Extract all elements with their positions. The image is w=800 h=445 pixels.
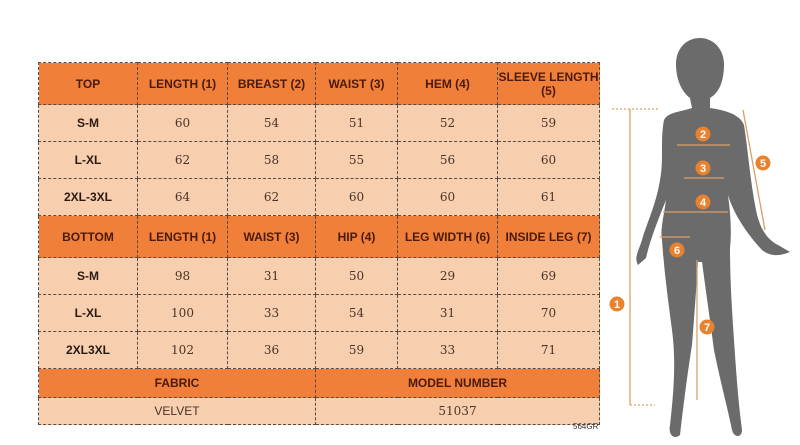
measurement-cell: 58: [227, 141, 316, 179]
bottom-column-header: LENGTH (1): [137, 215, 228, 258]
table-row: 2XL3XL 102 36 59 33 71: [38, 331, 600, 369]
table-row: L-XL 100 33 54 31 70: [38, 294, 600, 332]
measurement-cell: 29: [397, 257, 498, 295]
measurement-cell: 54: [315, 294, 398, 332]
measurement-cell: 71: [497, 331, 600, 369]
bottom-column-header: BOTTOM: [38, 215, 138, 258]
measurement-marker-7: 7: [699, 319, 715, 335]
measurement-cell: 33: [397, 331, 498, 369]
measurement-cell: 59: [315, 331, 398, 369]
svg-text:2: 2: [700, 129, 706, 141]
svg-text:7: 7: [704, 322, 710, 334]
svg-text:3: 3: [700, 163, 706, 175]
top-column-header: LENGTH (1): [137, 62, 228, 105]
table-row: 2XL-3XL 64 62 60 60 61: [38, 178, 600, 216]
measurement-marker-6: 6: [669, 242, 685, 258]
measurement-cell: 64: [137, 178, 228, 216]
top-column-header: HEM (4): [397, 62, 498, 105]
measurement-cell: 62: [137, 141, 228, 179]
measurement-cell: 55: [315, 141, 398, 179]
measurement-cell: 62: [227, 178, 316, 216]
size-cell: 2XL3XL: [38, 331, 138, 369]
top-column-header: TOP: [38, 62, 138, 105]
measurement-marker-3: 3: [695, 160, 711, 176]
size-cell: S-M: [38, 104, 138, 142]
measurement-cell: 70: [497, 294, 600, 332]
size-cell: 2XL-3XL: [38, 178, 138, 216]
measurement-marker-2: 2: [695, 126, 711, 142]
measurement-marker-4: 4: [695, 194, 711, 210]
bottom-header-row: BOTTOM LENGTH (1) WAIST (3) HIP (4) LEG WIDT…: [38, 215, 600, 258]
measurement-cell: 36: [227, 331, 316, 369]
model-number-label: MODEL NUMBER: [315, 368, 600, 398]
silhouette: [636, 38, 790, 437]
info-header-row: FABRIC MODEL NUMBER: [38, 368, 600, 398]
measurement-cell: 69: [497, 257, 600, 295]
top-column-header: WAIST (3): [315, 62, 398, 105]
svg-text:6: 6: [674, 245, 680, 257]
measurement-cell: 102: [137, 331, 228, 369]
model-number-value: 51037: [315, 397, 600, 425]
measurement-cell: 52: [397, 104, 498, 142]
product-code: 564GR: [573, 422, 599, 431]
measurement-cell: 31: [397, 294, 498, 332]
measurement-cell: 59: [497, 104, 600, 142]
bottom-column-header: HIP (4): [315, 215, 398, 258]
info-value-row: VELVET 51037: [38, 397, 600, 425]
fabric-value: VELVET: [38, 397, 316, 425]
table-row: S-M 98 31 50 29 69: [38, 257, 600, 295]
table-row: L-XL 62 58 55 56 60: [38, 141, 600, 179]
svg-text:4: 4: [700, 197, 707, 209]
size-chart-table: TOP LENGTH (1) BREAST (2) WAIST (3) HEM (4) S…: [38, 62, 600, 425]
measurement-cell: 54: [227, 104, 316, 142]
measurement-cell: 98: [137, 257, 228, 295]
measurement-cell: 31: [227, 257, 316, 295]
measurement-cell: 60: [397, 178, 498, 216]
svg-text:5: 5: [760, 158, 766, 170]
body-measurement-figure: 1 2 3 4 5 6 7: [609, 38, 790, 437]
size-cell: L-XL: [38, 294, 138, 332]
bottom-column-header: WAIST (3): [227, 215, 316, 258]
measurement-cell: 61: [497, 178, 600, 216]
measurement-cell: 56: [397, 141, 498, 179]
measurement-cell: 60: [137, 104, 228, 142]
size-cell: S-M: [38, 257, 138, 295]
svg-text:1: 1: [614, 299, 620, 311]
measurement-cell: 60: [315, 178, 398, 216]
bottom-column-header: LEG WIDTH (6): [397, 215, 498, 258]
measurement-cell: 100: [137, 294, 228, 332]
top-column-header: SLEEVE LENGTH (5): [497, 62, 600, 105]
table-row: S-M 60 54 51 52 59: [38, 104, 600, 142]
measurement-marker-5: 5: [755, 155, 771, 171]
fabric-label: FABRIC: [38, 368, 316, 398]
top-header-row: TOP LENGTH (1) BREAST (2) WAIST (3) HEM (4) S…: [38, 62, 600, 105]
bottom-column-header: INSIDE LEG (7): [497, 215, 600, 258]
measurement-cell: 33: [227, 294, 316, 332]
top-column-header: BREAST (2): [227, 62, 316, 105]
measurement-marker-1: 1: [609, 296, 625, 312]
measurement-cell: 51: [315, 104, 398, 142]
measurement-cell: 60: [497, 141, 600, 179]
size-cell: L-XL: [38, 141, 138, 179]
measurement-cell: 50: [315, 257, 398, 295]
